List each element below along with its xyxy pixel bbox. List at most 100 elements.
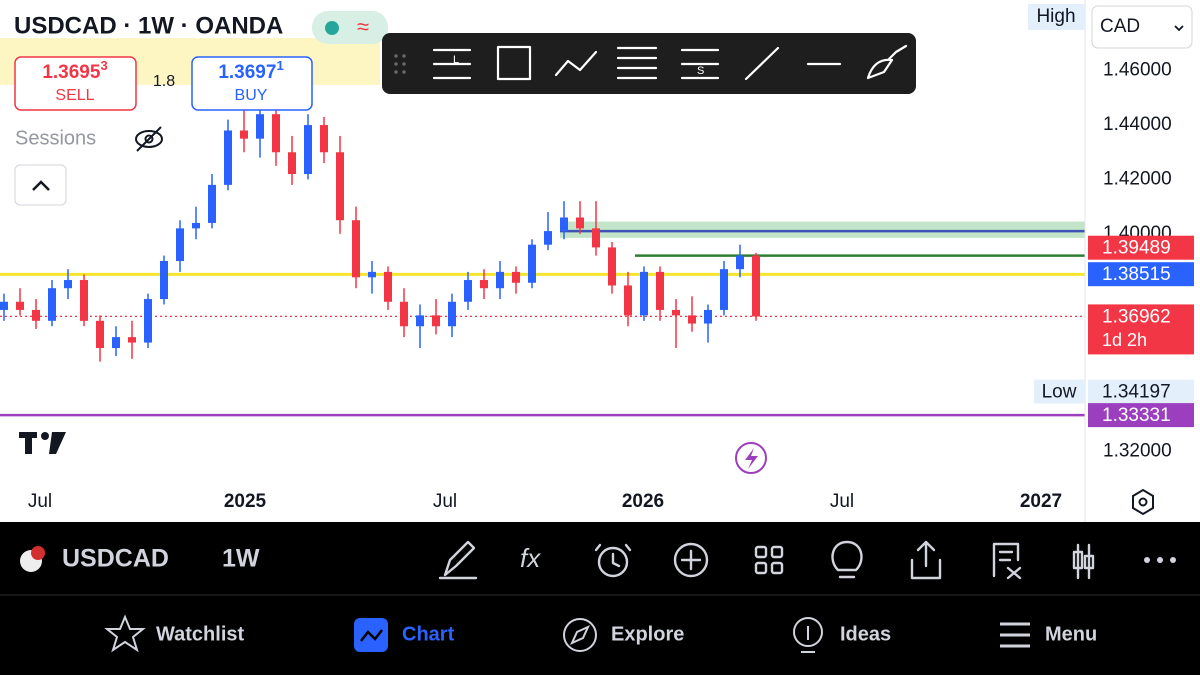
candle-body [64,280,72,289]
candle-body [400,301,408,327]
nav-icon-explore [563,618,597,652]
candle-body [144,299,152,343]
y-tick-label: 1.32000 [1103,440,1172,461]
candle-body [384,271,392,302]
candle-body [640,271,648,316]
icon-alert[interactable] [594,543,632,578]
candle-body [560,217,568,232]
icon-fx[interactable]: fx [520,543,541,573]
candle-body [272,114,280,153]
candle-body [320,125,328,153]
price-label: 1.36962 [1102,306,1171,327]
candle-body [304,125,312,174]
y-tick-label: 1.46000 [1103,60,1172,81]
sell-button[interactable] [14,56,137,111]
candle-body [464,280,472,302]
price-label: 1.34197 [1102,382,1171,403]
candle-body [496,271,504,289]
drawing-tools: L S [394,44,908,81]
currency: CAD [1100,16,1140,37]
tv-logo [19,432,66,454]
settings-icon[interactable] [1132,488,1154,516]
icon-share[interactable] [910,540,942,580]
candle-body [112,337,120,348]
candle-body [352,220,360,278]
icon-add[interactable] [673,542,709,578]
tool-rect[interactable] [496,45,532,81]
icon-more[interactable] [1144,557,1176,563]
sell-price: 1.36953 [42,58,107,83]
candle-body [656,271,664,310]
collapse-button[interactable] [14,164,67,206]
candle-body [704,309,712,324]
price-label: 1.39489 [1102,238,1171,259]
candle-body [0,301,8,310]
icon-candles[interactable] [1072,543,1095,580]
buy-label: BUY [235,87,268,104]
candle-body [224,130,232,185]
tool-fib[interactable] [616,46,658,80]
candle-body [432,315,440,327]
icon-idea[interactable] [831,540,863,579]
candle-body [624,285,632,316]
price-label: 1.38515 [1102,264,1171,285]
status-pill [312,11,388,44]
tool-long[interactable]: L [432,48,472,80]
candle-body [176,228,184,261]
toolbar-symbol[interactable]: USDCAD [62,545,169,573]
candle-body [448,301,456,327]
nav-label[interactable]: Explore [611,623,684,645]
nav-label[interactable]: Watchlist [156,623,244,645]
buy-button[interactable] [191,56,313,111]
chevron-up [32,180,50,191]
candle-body [128,337,136,343]
svg-text:L: L [453,54,459,66]
symbol-title: USDCAD · 1W · OANDA [14,12,283,39]
x-tick-label: Jul [28,491,52,512]
candle-body [528,244,536,283]
sessions-label: Sessions [15,127,96,149]
candle-body [368,271,376,278]
candle-body [512,271,520,283]
flash-button[interactable] [735,442,767,474]
x-tick-label: 2026 [622,491,664,512]
currency-select[interactable] [1091,5,1193,49]
candle-body [240,130,248,139]
candle-body [288,152,296,174]
nav-icon-watchlist [104,614,146,653]
nav-label[interactable]: Menu [1045,623,1097,645]
icon-list[interactable] [992,542,1022,580]
tool-path[interactable] [554,50,598,77]
nav-label[interactable]: Chart [402,623,455,645]
tool-short[interactable]: S [680,48,720,80]
price-label: 1.33331 [1102,405,1171,426]
candle-body [608,247,616,286]
toolbar-icons: fx [438,540,1176,580]
status-wave: ≈ [357,14,369,39]
y-tick-label: 1.44000 [1103,114,1172,135]
y-tick-label: 1.42000 [1103,168,1172,189]
candle-body [16,301,24,310]
tool-trend[interactable] [744,46,780,81]
toolbar-interval[interactable]: 1W [222,545,260,573]
candle-body [80,280,88,321]
buy-price: 1.36971 [218,58,283,83]
candle-body [688,315,696,324]
x-tick-label: Jul [830,491,854,512]
price-label-bg [1088,262,1194,287]
tool-brush[interactable] [866,44,908,80]
icon-layout[interactable] [754,545,784,575]
candle-body [752,255,760,317]
price-label-bg [1088,304,1194,355]
flash-icon [745,448,758,469]
tag: Low [1042,382,1077,403]
eye-off-icon[interactable] [135,126,163,152]
candle-body [192,222,200,229]
tag-bg [1034,379,1085,404]
icon-draw[interactable] [438,540,478,580]
candle-body [576,217,584,229]
nav-label[interactable]: Ideas [840,623,891,645]
candle-body [48,288,56,321]
nav-items: Watchlist Chart Explore Ideas Menu [156,623,1097,645]
